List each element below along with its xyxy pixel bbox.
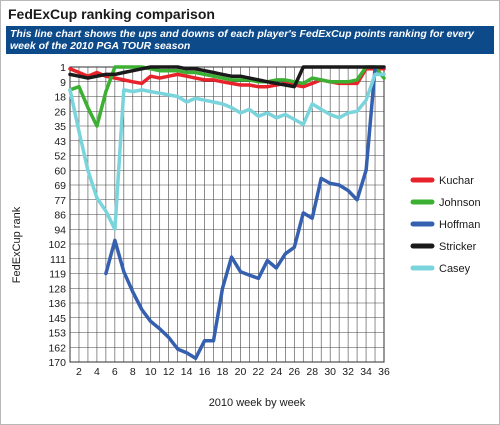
y-tick-label: 170: [48, 357, 66, 369]
y-tick-label: 153: [48, 328, 66, 340]
series-line-johnson: [68, 65, 386, 128]
y-tick-label: 162: [48, 342, 66, 354]
y-tick-label: 52: [54, 151, 66, 163]
legend-label: Hoffman: [439, 219, 480, 231]
chart-title: FedExCup ranking comparison: [8, 6, 215, 22]
x-tick-label: 8: [130, 366, 136, 378]
x-tick-label: 36: [378, 366, 390, 378]
y-tick-label: 119: [49, 269, 66, 281]
y-tick-label: 1: [60, 62, 66, 74]
x-tick-label: 28: [306, 366, 318, 378]
legend-label: Stricker: [439, 241, 477, 253]
chart-subtitle: This line chart shows the ups and downs …: [10, 28, 475, 52]
y-tick-label: 86: [54, 210, 66, 222]
y-tick-label: 69: [54, 180, 66, 192]
x-tick-label: 34: [360, 366, 372, 378]
y-tick-label: 26: [54, 106, 66, 118]
x-tick-label: 30: [324, 366, 336, 378]
x-axis-title: 2010 week by week: [209, 397, 306, 409]
x-tick-label: 18: [217, 366, 229, 378]
series-line-hoffman: [104, 67, 377, 361]
x-tick-label: 20: [235, 366, 247, 378]
x-tick-label: 24: [270, 366, 282, 378]
y-tick-label: 43: [54, 136, 66, 148]
y-tick-label: 18: [54, 92, 66, 104]
y-tick-label: 136: [48, 298, 66, 310]
legend-label: Johnson: [439, 197, 481, 209]
x-tick-label: 12: [163, 366, 175, 378]
y-tick-label: 94: [54, 224, 66, 236]
x-tick-label: 14: [181, 366, 193, 378]
x-tick-label: 16: [199, 366, 211, 378]
y-tick-label: 9: [60, 77, 66, 89]
x-tick-label: 2: [76, 366, 82, 378]
x-tick-label: 6: [112, 366, 118, 378]
y-tick-label: 145: [48, 313, 66, 325]
y-tick-label: 60: [54, 165, 66, 177]
x-tick-label: 22: [253, 366, 265, 378]
x-tick-label: 32: [342, 366, 354, 378]
legend-label: Kuchar: [439, 175, 474, 187]
y-tick-label: 128: [48, 283, 66, 295]
y-axis-title: FedExCup rank: [11, 206, 23, 283]
y-tick-label: 102: [48, 239, 66, 251]
y-tick-label: 111: [50, 254, 66, 266]
series-line-casey: [68, 72, 386, 232]
y-tick-label: 35: [54, 121, 66, 133]
x-tick-label: 10: [145, 366, 157, 378]
x-tick-label: 26: [288, 366, 300, 378]
series-line-stricker: [68, 65, 386, 89]
y-tick-label: 77: [54, 195, 66, 207]
description-banner: This line chart shows the ups and downs …: [6, 26, 494, 54]
x-tick-label: 4: [94, 366, 100, 378]
legend-label: Casey: [439, 263, 471, 275]
